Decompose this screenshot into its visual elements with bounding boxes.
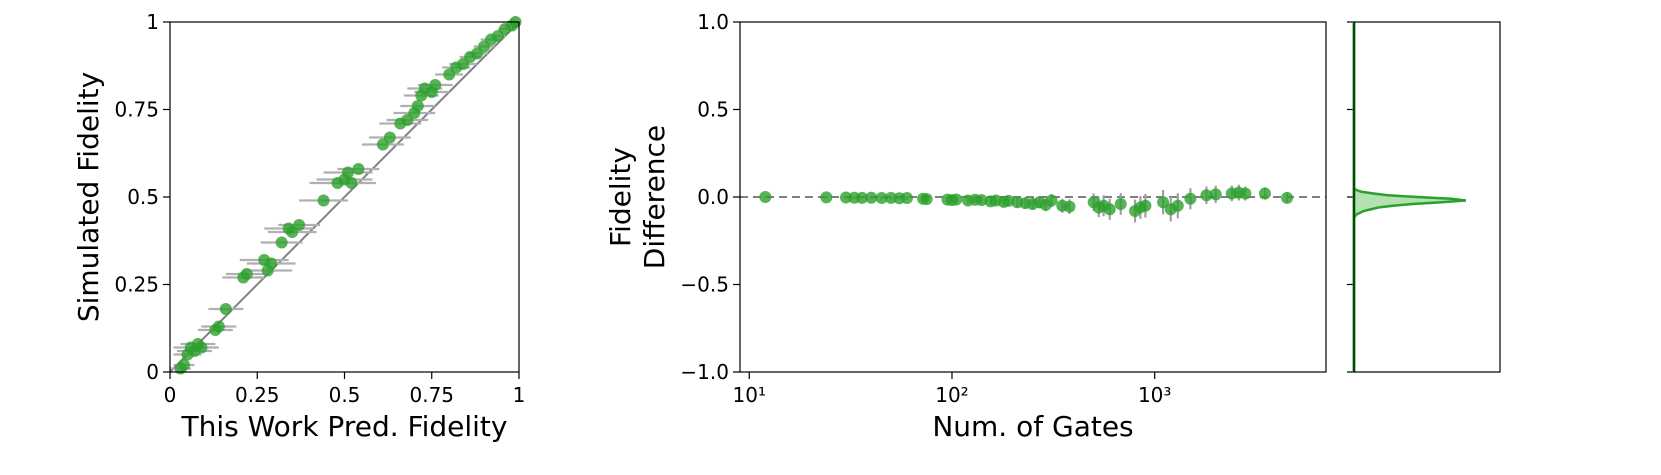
point: [275, 236, 288, 249]
point: [1171, 199, 1184, 212]
reference-line: [169, 21, 520, 373]
point: [345, 177, 358, 189]
point: [975, 194, 988, 207]
point: [1063, 200, 1076, 213]
point: [865, 191, 878, 204]
y-tick-label: 0.5: [697, 98, 729, 122]
point: [240, 268, 253, 280]
point: [901, 192, 914, 205]
x-tick-label: 10²: [935, 383, 968, 407]
y-tick-label: 1.0: [697, 10, 729, 34]
point: [317, 194, 330, 207]
point: [352, 163, 365, 175]
point: [219, 303, 232, 315]
y-tick-label: 0.0: [697, 185, 729, 209]
y-axis-label: Fidelity: [604, 147, 637, 247]
point: [1239, 187, 1252, 200]
point: [1114, 198, 1127, 210]
point: [759, 191, 772, 203]
point: [1258, 187, 1271, 200]
y-tick-label: 0.25: [114, 273, 159, 297]
axes-frame: [169, 21, 520, 373]
y-axis-label: Simulated Fidelity: [72, 72, 105, 322]
point: [195, 341, 208, 354]
y-tick-label: 0.5: [127, 185, 159, 209]
point: [177, 359, 190, 371]
point: [1184, 192, 1197, 205]
point: [1200, 189, 1213, 202]
y-tick-label: −1.0: [680, 360, 729, 384]
point: [1103, 203, 1116, 216]
point: [265, 257, 278, 270]
y-tick-label: 1: [146, 10, 159, 34]
point: [884, 191, 897, 204]
x-tick-label: 0.5: [329, 383, 361, 407]
x-axis-label: This Work Pred. Fidelity: [181, 410, 508, 443]
x-tick-label: 1: [513, 383, 526, 407]
point: [383, 131, 396, 144]
point: [839, 191, 852, 204]
point: [875, 192, 888, 205]
axes-frame: [1353, 21, 1501, 373]
x-tick-label: 0.75: [409, 383, 454, 407]
point: [429, 79, 442, 91]
point: [1281, 191, 1294, 204]
point: [820, 191, 833, 204]
point: [1157, 196, 1170, 209]
y-tick-label: −0.5: [680, 273, 729, 297]
point: [1139, 199, 1152, 212]
point: [1045, 194, 1058, 207]
x-tick-label: 10³: [1138, 383, 1171, 407]
point: [856, 191, 869, 204]
point: [920, 193, 933, 206]
point: [293, 219, 306, 231]
point: [411, 100, 424, 112]
x-tick-label: 0.25: [235, 383, 280, 407]
point: [212, 320, 225, 333]
axes-frame: [739, 21, 1327, 373]
x-axis-label: Num. of Gates: [932, 410, 1133, 443]
point: [341, 166, 354, 179]
point: [1209, 188, 1222, 201]
point: [1002, 194, 1015, 207]
x-tick-label: 0: [164, 383, 177, 407]
density-curve: [1352, 187, 1467, 219]
y-tick-label: 0.75: [114, 98, 159, 122]
x-tick-label: 10¹: [733, 383, 766, 407]
point: [950, 193, 963, 206]
y-axis-label: Difference: [638, 125, 671, 269]
y-tick-label: 0: [146, 360, 159, 384]
panel: [1347, 21, 1501, 373]
